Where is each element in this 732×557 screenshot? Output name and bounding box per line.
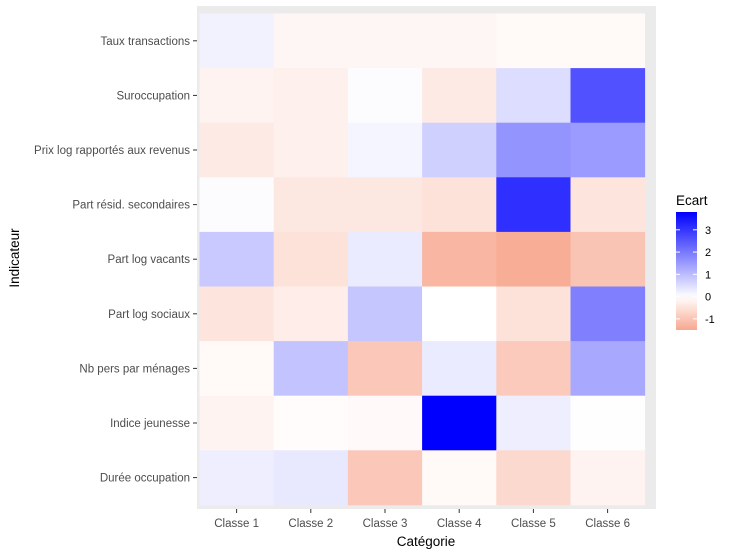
x-tick-label: Classe 3 [363, 518, 408, 530]
heatmap-cell [496, 231, 571, 287]
y-tick-label: Part résid. secondaires [72, 200, 190, 212]
y-tick-label: Indice jeunesse [110, 418, 190, 430]
heatmap-cell [273, 286, 349, 342]
heatmap-cell [496, 68, 571, 124]
heatmap-cell [199, 231, 275, 287]
heatmap-cell [422, 122, 497, 178]
heatmap-cell [422, 450, 497, 506]
heatmap-cell [199, 286, 275, 342]
heatmap-cell [496, 450, 571, 506]
heatmap-cell [347, 13, 423, 69]
heatmap-cell [273, 13, 349, 69]
heatmap-cell [422, 13, 497, 69]
heatmap-cell [347, 231, 423, 287]
heatmap-cell [347, 450, 423, 506]
legend-tick-label: -1 [705, 314, 715, 326]
heatmap-cell [347, 177, 423, 233]
heatmap-cell [496, 286, 571, 342]
heatmap-cells [199, 13, 646, 506]
heatmap-cell [570, 450, 646, 506]
x-axis-title: Catégorie [397, 534, 456, 549]
heatmap-cell [273, 395, 349, 451]
x-tick-label: Classe 2 [288, 518, 333, 530]
heatmap-cell [273, 177, 349, 233]
y-tick-label: Suroccupation [116, 90, 190, 102]
heatmap-cell [496, 122, 571, 178]
heatmap-cell [570, 395, 646, 451]
legend-tick-label: 1 [705, 269, 711, 281]
heatmap-cell [570, 286, 646, 342]
heatmap-cell [422, 286, 497, 342]
heatmap-cell [570, 13, 646, 69]
heatmap-cell [273, 231, 349, 287]
heatmap-cell [496, 341, 571, 397]
y-tick-label: Nb pers par ménages [79, 363, 190, 375]
heatmap-cell [422, 395, 497, 451]
x-tick-label: Classe 5 [511, 518, 556, 530]
heatmap-cell [273, 68, 349, 124]
y-axis-title: Indicateur [7, 228, 22, 288]
x-tick-label: Classe 4 [437, 518, 482, 530]
heatmap-cell [199, 450, 275, 506]
heatmap-cell [347, 122, 423, 178]
heatmap-cell [199, 122, 275, 178]
heatmap-cell [496, 395, 571, 451]
heatmap-cell [199, 177, 275, 233]
x-tick-label: Classe 1 [214, 518, 259, 530]
legend-tick-label: 3 [705, 225, 711, 237]
legend-ticks: -1 0 1 2 3 [676, 225, 715, 326]
legend-tick-label: 0 [705, 292, 711, 304]
y-tick-label: Part log sociaux [108, 309, 190, 321]
heatmap-cell [422, 68, 497, 124]
y-tick-label: Part log vacants [108, 254, 191, 266]
heatmap-cell [273, 122, 349, 178]
heatmap-cell [570, 231, 646, 287]
legend: Ecart -1 0 1 2 3 [676, 193, 715, 330]
legend-title: Ecart [676, 193, 708, 208]
y-axis: Taux transactions Suroccupation Prix log r… [34, 36, 197, 485]
heatmap-cell [422, 177, 497, 233]
x-axis: Classe 1 Classe 2 Classe 3 Classe 4 Classe 5… [214, 509, 630, 530]
legend-colorbar [676, 212, 697, 330]
y-tick-label: Durée occupation [100, 473, 190, 485]
y-tick-label: Prix log rapportés aux revenus [34, 145, 190, 157]
heatmap-cell [422, 231, 497, 287]
heatmap-cell [570, 68, 646, 124]
heatmap-cell [570, 122, 646, 178]
heatmap-cell [347, 341, 423, 397]
heatmap-cell [422, 341, 497, 397]
heatmap-cell [199, 13, 275, 69]
y-tick-label: Taux transactions [101, 36, 191, 48]
legend-tick-label: 2 [705, 247, 711, 259]
heatmap-cell [347, 68, 423, 124]
heatmap-cell [496, 13, 571, 69]
heatmap-cell [347, 286, 423, 342]
heatmap-cell [570, 177, 646, 233]
heatmap-cell [273, 341, 349, 397]
heatmap-cell [199, 395, 275, 451]
heatmap-cell [496, 177, 571, 233]
heatmap-cell [570, 341, 646, 397]
heatmap-cell [199, 341, 275, 397]
heatmap-cell [199, 68, 275, 124]
heatmap-cell [273, 450, 349, 506]
heatmap-cell [347, 395, 423, 451]
x-tick-label: Classe 6 [585, 518, 630, 530]
